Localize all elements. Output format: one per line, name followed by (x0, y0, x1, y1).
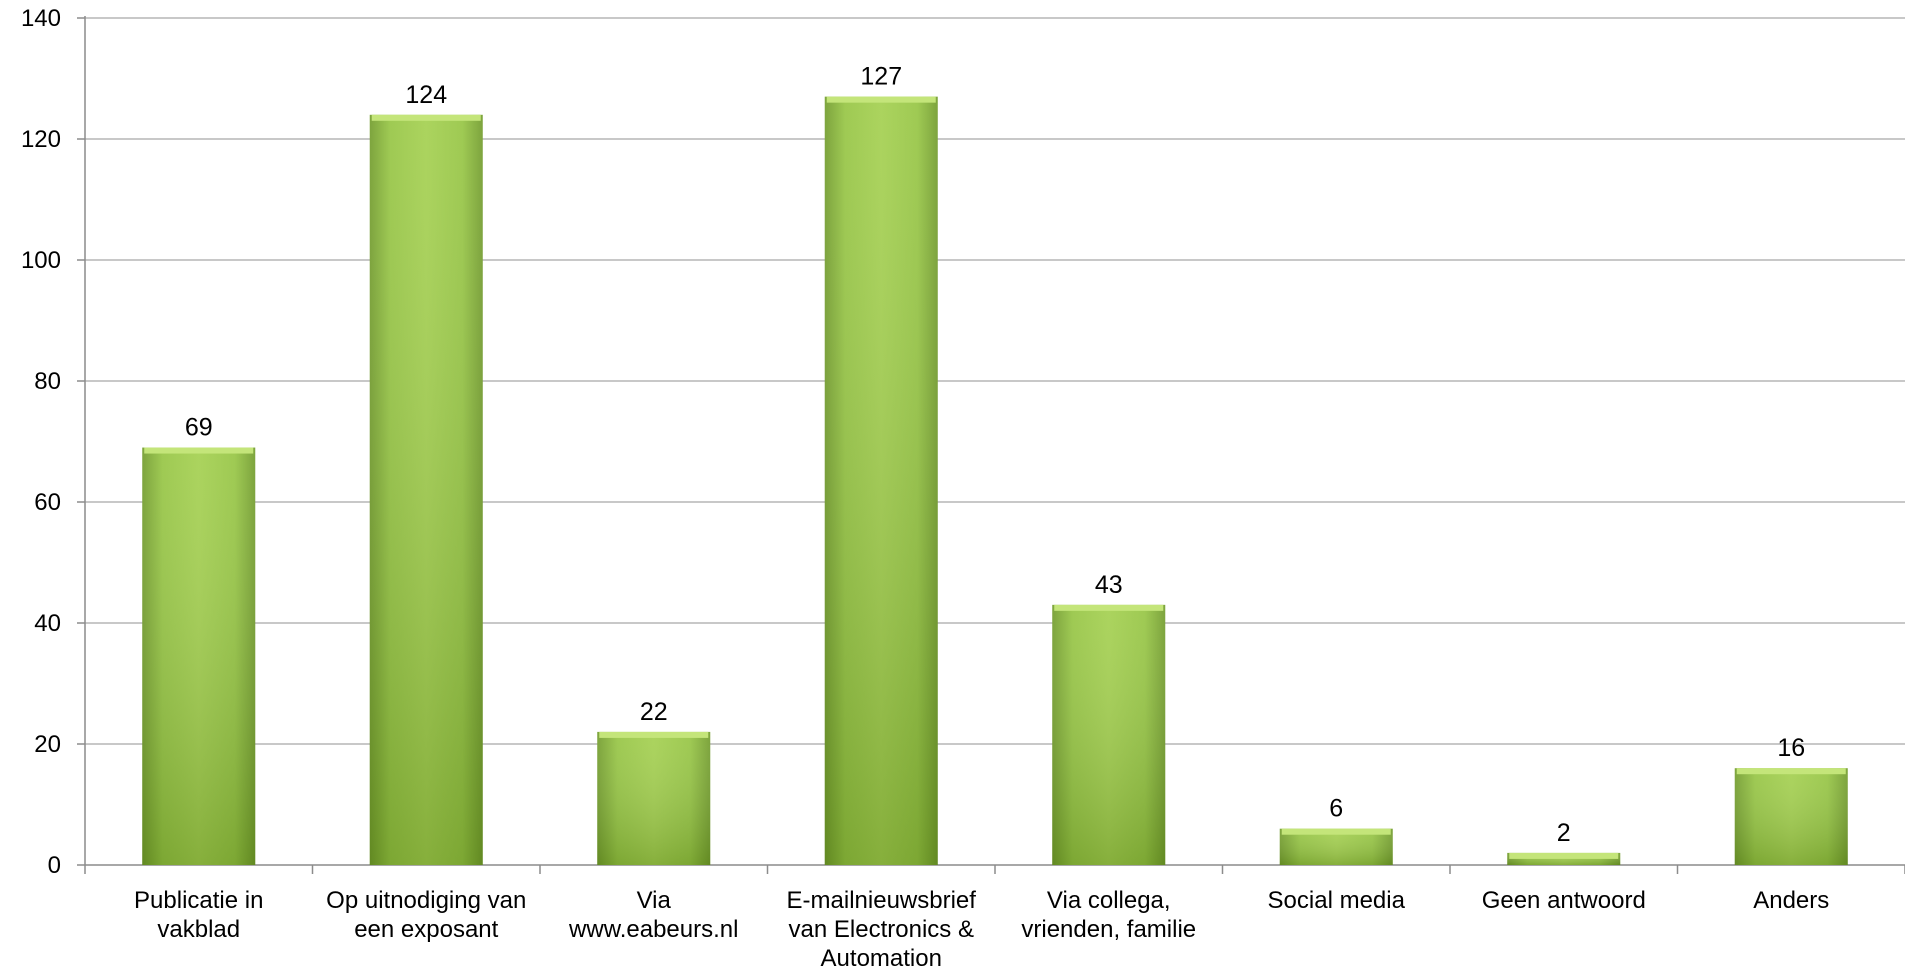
y-axis-ticks: 0 20 40 60 80 100 120 140 (21, 5, 85, 879)
data-label: 6 (1329, 795, 1343, 823)
x-category-label-line: een exposant (354, 916, 498, 943)
y-tick-label: 120 (21, 126, 61, 153)
bar-shade (1734, 768, 1848, 865)
bar (597, 731, 711, 865)
x-category-label-line: vrienden, familie (1021, 916, 1196, 943)
x-axis-labels: Publicatie in vakblad Op uitnodiging van ee… (134, 887, 1829, 971)
bar-top-bevel (1509, 852, 1619, 859)
bar-top-bevel (1054, 604, 1164, 611)
x-category-label-line: Anders (1753, 887, 1829, 914)
bar-shade (597, 731, 711, 865)
axes (84, 16, 1905, 874)
x-category-label: Geen antwoord (1482, 887, 1646, 914)
bar-top-bevel (371, 114, 481, 121)
bar-shade (142, 447, 256, 865)
bar (1052, 604, 1166, 865)
bar-shade (369, 114, 483, 866)
bar-top-bevel (1736, 768, 1846, 775)
x-category-label-line: Via (637, 887, 672, 914)
x-category-label-line: E-mailnieuwsbrief (787, 887, 977, 914)
data-label: 124 (405, 81, 447, 109)
x-category-label: E-mailnieuwsbrief van Electronics & Automa… (787, 887, 977, 971)
bar (824, 96, 938, 865)
x-category-label: Via www.eabeurs.nl (568, 887, 738, 943)
x-category-label: Via collega, vrienden, familie (1021, 887, 1196, 943)
x-category-label-line: Op uitnodiging van (326, 887, 526, 914)
bar (1279, 828, 1393, 865)
data-label: 69 (185, 414, 213, 442)
x-category-label: Publicatie in vakblad (134, 887, 263, 943)
data-labels: 69 124 22 127 43 6 2 16 (185, 63, 1805, 847)
data-label: 127 (860, 63, 902, 91)
bar-top-bevel (144, 447, 254, 454)
y-tick-label: 0 (48, 852, 61, 879)
y-tick-label: 60 (34, 489, 61, 516)
bar-top-bevel (826, 96, 936, 103)
bar-shade (1052, 604, 1166, 865)
x-category-label-line: www.eabeurs.nl (568, 916, 738, 943)
x-category-label-line: Geen antwoord (1482, 887, 1646, 914)
data-label: 43 (1095, 571, 1123, 599)
x-category-label-line: Social media (1268, 887, 1406, 914)
x-category-label: Social media (1268, 887, 1406, 914)
x-category-label-line: Automation (821, 945, 942, 971)
data-label: 2 (1557, 819, 1571, 847)
bar-top-bevel (1281, 828, 1391, 835)
x-category-label-line: Via collega, (1047, 887, 1171, 914)
bar (142, 447, 256, 865)
bar (1734, 768, 1848, 865)
y-tick-label: 20 (34, 731, 61, 758)
x-category-label-line: Publicatie in (134, 887, 263, 914)
bar (1507, 852, 1621, 865)
x-category-label-line: vakblad (157, 916, 240, 943)
bars (142, 96, 1848, 866)
bar (369, 114, 483, 866)
bar-top-bevel (599, 731, 709, 738)
y-tick-label: 40 (34, 610, 61, 637)
x-category-label: Op uitnodiging van een exposant (326, 887, 526, 943)
data-label: 16 (1777, 734, 1805, 762)
data-label: 22 (640, 698, 668, 726)
bar-shade (1279, 828, 1393, 865)
y-tick-label: 100 (21, 247, 61, 274)
gridlines (85, 17, 1905, 745)
x-category-label-line: van Electronics & (789, 916, 974, 943)
x-category-label: Anders (1753, 887, 1829, 914)
y-tick-label: 140 (21, 5, 61, 32)
bar-shade (824, 96, 938, 865)
y-tick-label: 80 (34, 368, 61, 395)
